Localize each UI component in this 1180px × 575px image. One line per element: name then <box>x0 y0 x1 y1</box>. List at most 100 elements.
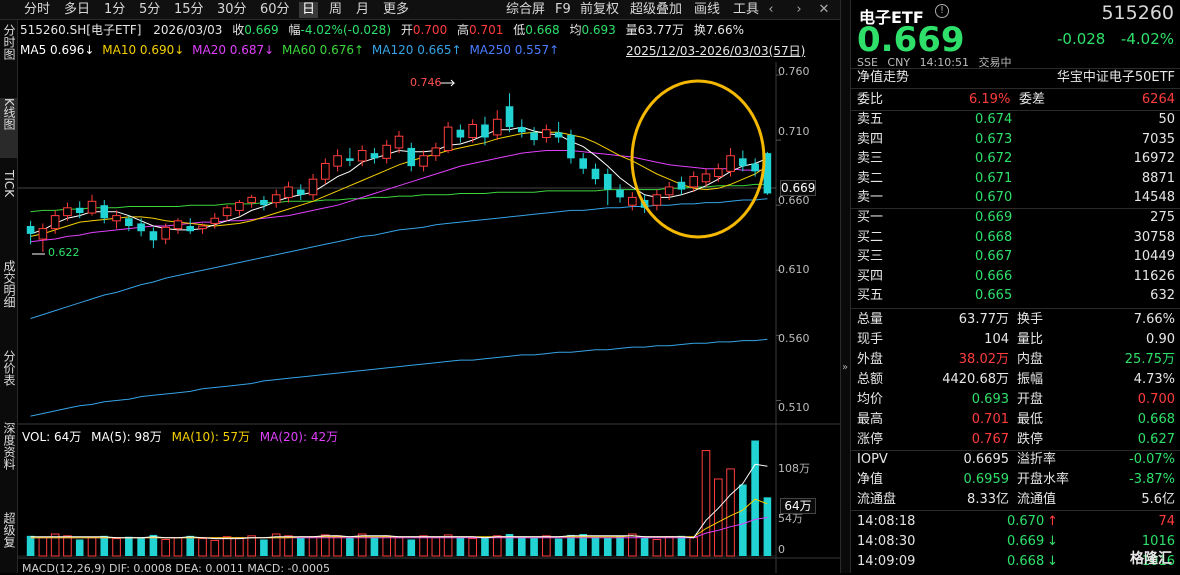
candle-body <box>751 163 759 172</box>
volume-bar <box>443 534 453 557</box>
composite-screen-button[interactable]: 综合屏 <box>506 2 546 17</box>
sidebar-item-depth[interactable]: 深度资料 <box>0 422 18 498</box>
tab-30min[interactable]: 30分 <box>217 2 247 17</box>
tab-weekly[interactable]: 周 <box>329 2 343 17</box>
nav-row[interactable]: 净值走势 华宝中证电子50ETF <box>851 68 1180 88</box>
volume-bar <box>591 536 600 556</box>
volume-bar <box>579 534 588 556</box>
f9-button[interactable]: F9 <box>555 2 571 17</box>
kline-chart[interactable] <box>0 0 840 573</box>
candle-body <box>492 118 502 136</box>
ask-volume: 50 <box>1158 112 1175 127</box>
ask-level-label: 卖三 <box>857 151 884 166</box>
volume-bar <box>271 533 281 557</box>
volume-bar <box>26 535 35 556</box>
date-range[interactable]: 2025/12/03-2026/03/03(57日) <box>626 44 806 58</box>
currency: CNY <box>887 56 911 69</box>
tab-multiday[interactable]: 多日 <box>64 2 91 17</box>
candle-body <box>100 205 109 219</box>
sidebar-item-trade-detail[interactable]: 成交明细 <box>0 260 18 336</box>
stat-row: 总量 63.77万 换手 7.66% <box>851 310 1180 330</box>
tab-15min[interactable]: 15分 <box>174 2 204 17</box>
tab-daily[interactable]: 日 <box>299 2 319 18</box>
volume-bar <box>616 535 624 556</box>
tab-monthly[interactable]: 月 <box>356 2 370 17</box>
fund-row: IOPV 0.6695 溢折率 -0.07% <box>851 450 1180 470</box>
candle-body <box>63 207 72 217</box>
candle-body <box>689 176 699 188</box>
sidebar-item-super[interactable]: 超级复 <box>0 512 18 570</box>
close-icon[interactable]: ✕ <box>818 2 830 17</box>
volume-bar <box>739 484 747 556</box>
sidebar-item-kline[interactable]: K线图 <box>0 98 18 158</box>
stat-value: 4.73% <box>1133 372 1175 387</box>
nav-trend-link[interactable]: 净值走势 <box>857 70 910 85</box>
weibi-label: 委比 <box>857 92 884 107</box>
volume-bar <box>677 535 686 556</box>
draw-line-button[interactable]: 画线 <box>694 2 721 17</box>
tick-row: 14:08:30 0.669 ↓ 1016 <box>851 532 1180 552</box>
sidebar-item-price-table[interactable]: 分价表 <box>0 350 18 410</box>
stat-label: 开盘 <box>1017 392 1044 407</box>
min-price-label: 0.622 <box>48 246 80 259</box>
low-label: 低 <box>513 23 526 37</box>
period-toolbar: 分时 多日 1分 5分 15分 30分 60分 日 周 月 更多 综合屏 F9 … <box>0 0 840 20</box>
volume-legend: VOL: 64万 MA(5): 98万 MA(10): 57万 MA(20): … <box>22 428 338 445</box>
candle-body <box>616 189 624 198</box>
candle-body <box>112 215 121 222</box>
avg-value: 0.693 <box>581 23 616 37</box>
candle-body <box>75 207 84 214</box>
ma250-legend: MA250 0.557↑ <box>469 43 560 57</box>
fund-label: 流通值 <box>1017 492 1057 507</box>
tab-60min[interactable]: 60分 <box>260 2 290 17</box>
stat-value: 0.668 <box>1137 412 1175 427</box>
candle-body <box>222 207 232 217</box>
sidebar-label: 超级复 <box>2 512 16 548</box>
collapse-icon[interactable]: » <box>842 362 849 373</box>
fund-value: 8.33亿 <box>967 492 1009 507</box>
candle-body <box>321 163 330 180</box>
super-overlay-button[interactable]: 超级叠加 <box>630 2 683 17</box>
tick-price: 0.668 <box>1007 554 1045 569</box>
candle-body <box>186 226 195 232</box>
fund-value: 0.6959 <box>963 472 1010 487</box>
ask-level-label: 卖一 <box>857 190 884 205</box>
panel-splitter[interactable]: » <box>840 0 850 573</box>
candle-body <box>591 168 600 180</box>
tick-price: 0.670 <box>1007 514 1045 529</box>
ask-row: 卖一 0.670 14548 <box>851 188 1180 208</box>
tab-5min[interactable]: 5分 <box>139 2 161 17</box>
volume-tick: 108万 <box>778 462 810 475</box>
info-icon[interactable]: ! <box>935 4 949 18</box>
arrow-left-icon[interactable]: ‹ <box>768 2 774 17</box>
arrow-right-icon[interactable]: › <box>796 2 802 17</box>
fund-row: 净值 0.6959 开盘水率 -3.87% <box>851 470 1180 490</box>
bid-volume: 275 <box>1150 210 1175 225</box>
volume-bar <box>296 537 305 556</box>
volume-bar <box>198 538 207 557</box>
tick-direction-icon: ↓ <box>1047 554 1058 569</box>
candle-body <box>87 200 97 214</box>
candle-body <box>210 217 220 224</box>
volume-bar <box>628 533 637 557</box>
stat-label: 最高 <box>857 412 884 427</box>
price-tick: 0.610 <box>778 263 810 276</box>
tools-button[interactable]: 工具 <box>733 2 760 17</box>
bar-date: 2026/03/03 <box>153 23 223 37</box>
sidebar-item-tick[interactable]: TICK <box>0 170 18 246</box>
candle-body <box>443 126 453 152</box>
volume-bar <box>87 537 97 557</box>
stat-label: 现手 <box>857 332 884 347</box>
change-amount: -0.028 <box>1057 30 1106 48</box>
tab-intraday[interactable]: 分时 <box>24 2 51 17</box>
sidebar-item-intraday[interactable]: 分时图 <box>0 24 18 84</box>
tab-1min[interactable]: 1分 <box>104 2 126 17</box>
tab-more[interactable]: 更多 <box>383 2 410 17</box>
forward-adjust-button[interactable]: 前复权 <box>580 2 620 17</box>
stat-value: 0.90 <box>1146 332 1175 347</box>
stat-value: 63.77万 <box>958 312 1009 327</box>
quote-panel: 电子ETF ! 515260 0.669 -0.028 -4.02% SSE C… <box>850 0 1180 573</box>
bid-price: 0.667 <box>975 249 1013 264</box>
candle-body <box>763 153 772 194</box>
view-sidebar: 分时图 K线图 TICK 成交明细 分价表 深度资料 超级复 <box>0 20 18 573</box>
